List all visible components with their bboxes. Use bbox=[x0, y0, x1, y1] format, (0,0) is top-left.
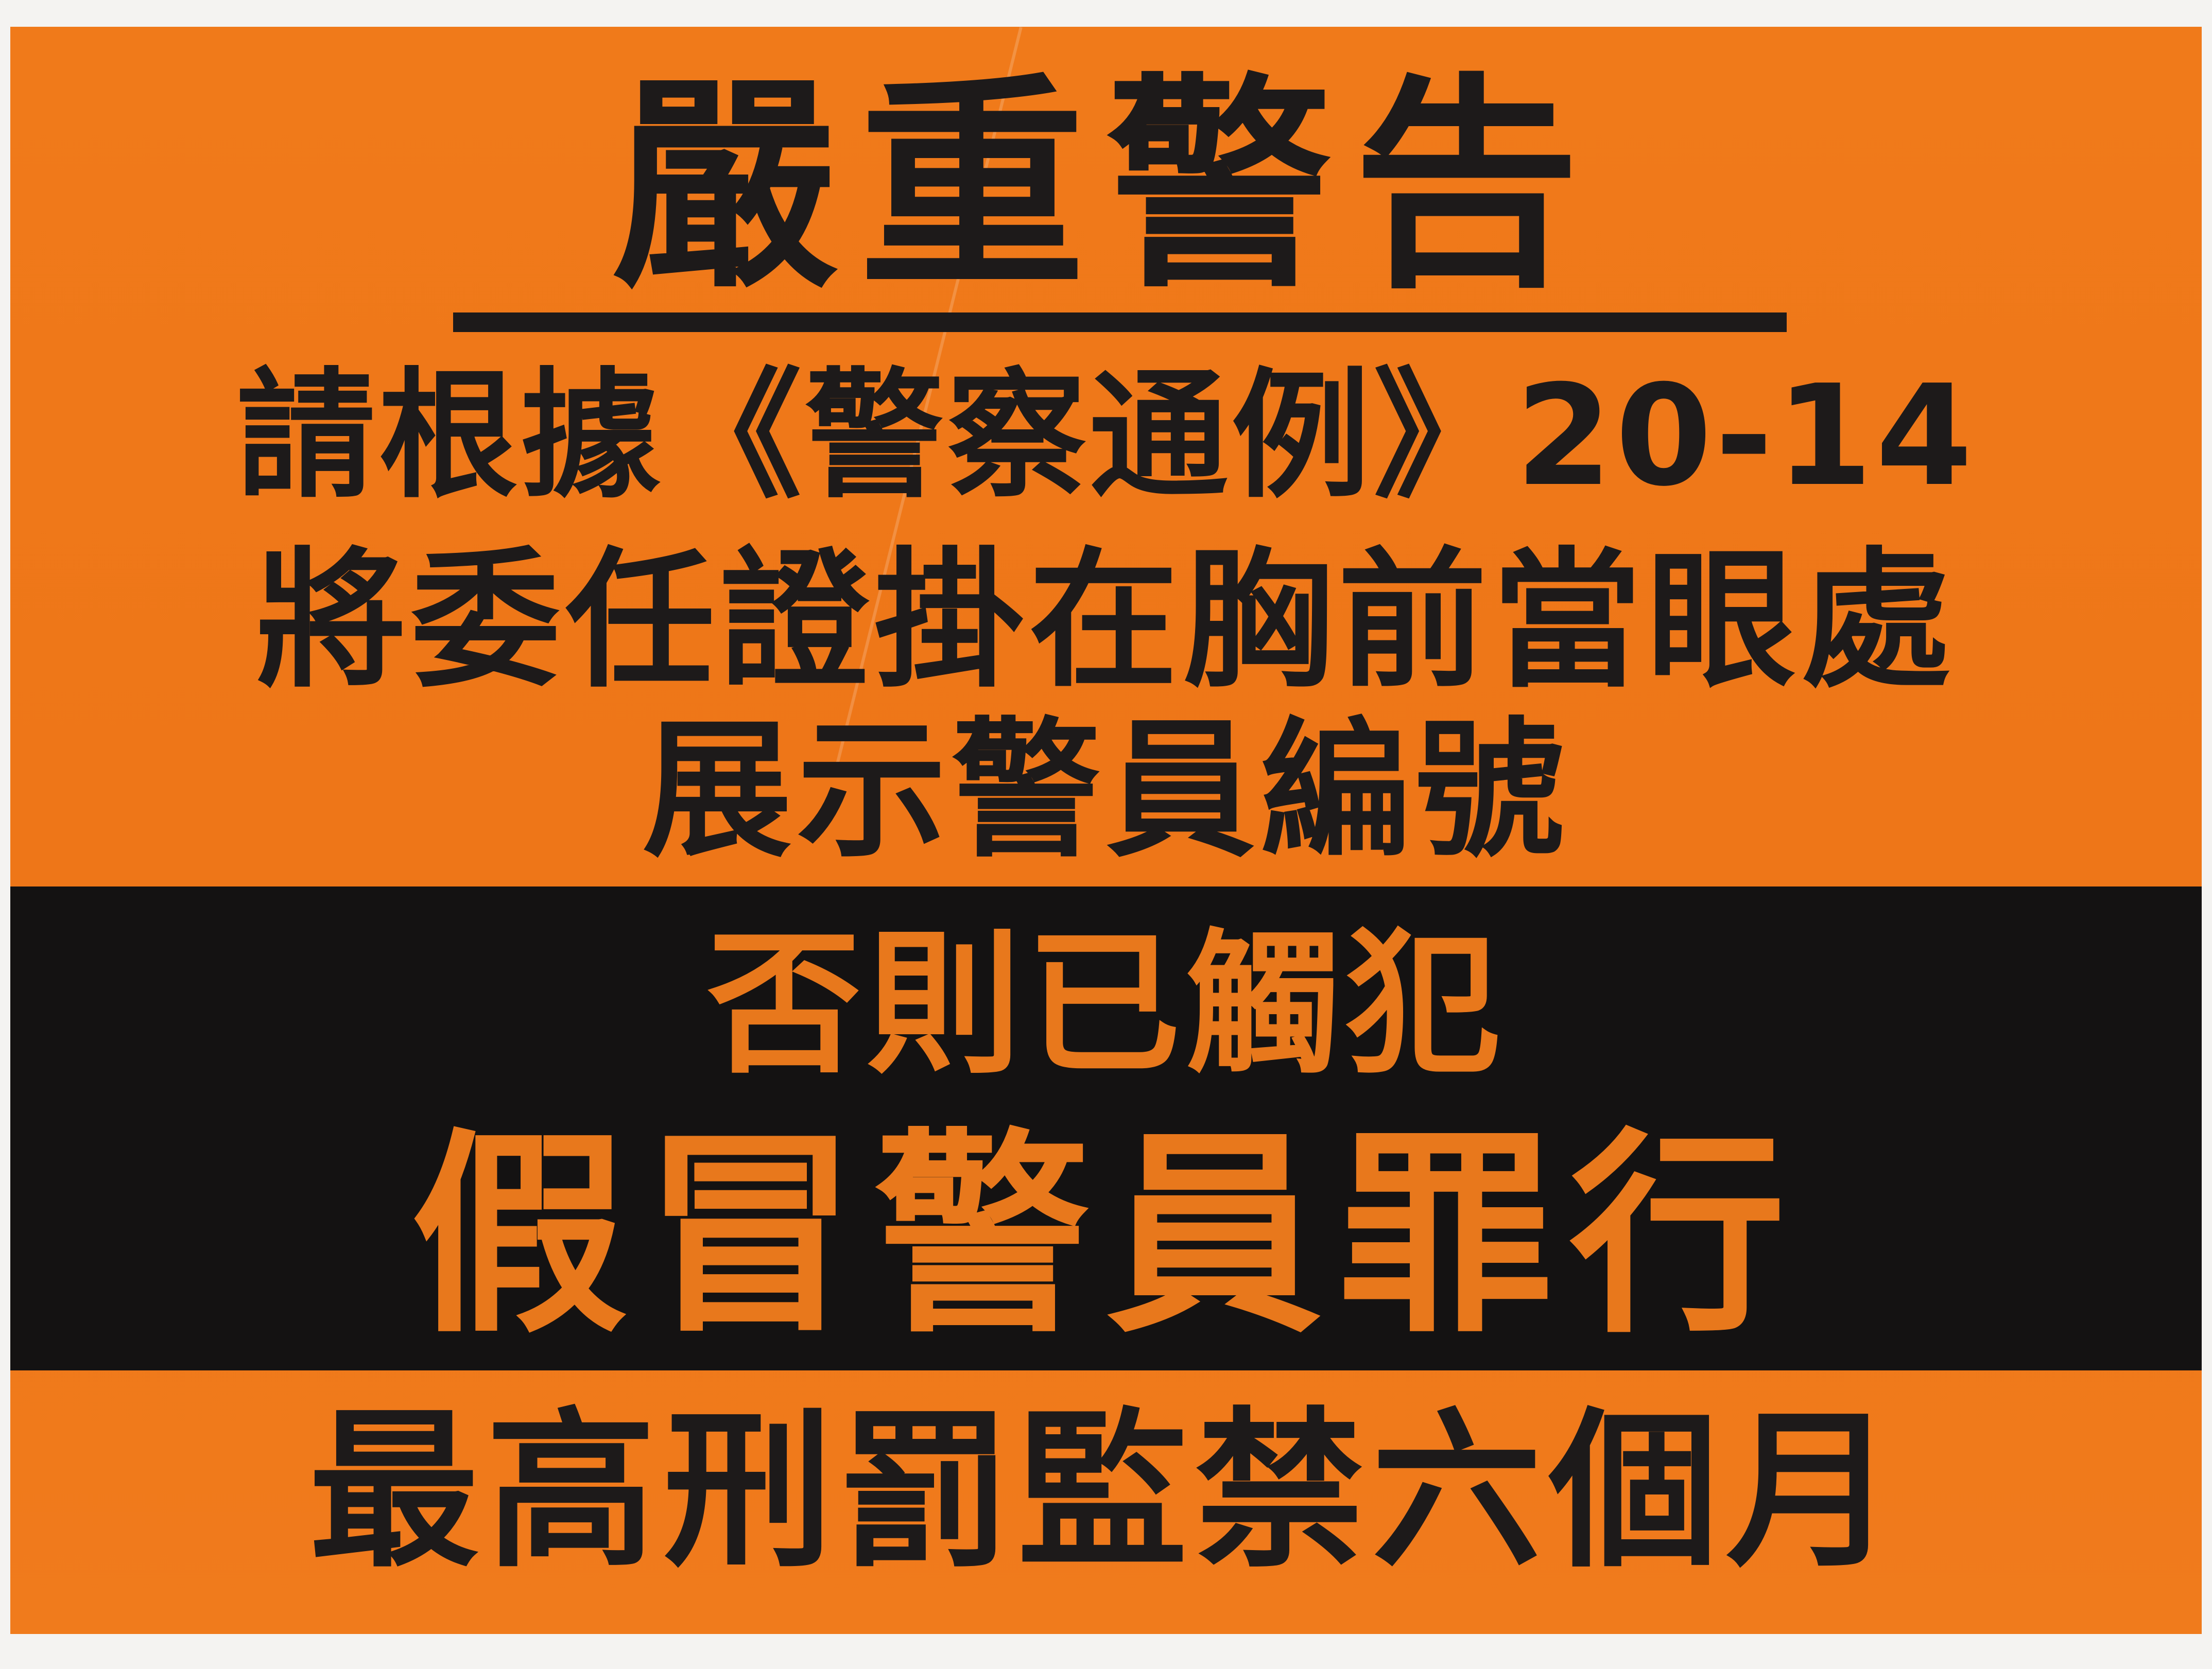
sign-title: 嚴重警告 bbox=[612, 55, 1600, 318]
band-line-otherwise: 否則已觸犯 bbox=[707, 915, 1505, 1094]
display-number-line: 展示警員編號 bbox=[643, 704, 1569, 878]
title-underline bbox=[453, 312, 1787, 332]
warning-band: 否則已觸犯 假冒警員罪行 bbox=[10, 886, 2202, 1370]
band-line-offence: 假冒警員罪行 bbox=[411, 1110, 1801, 1362]
regulation-reference-line: 請根據《警察通例》20-14 bbox=[236, 355, 1976, 517]
warning-sign: 嚴重警告 請根據《警察通例》20-14 將委任證掛在胸前當眼處 展示警員編號 否… bbox=[10, 27, 2202, 1634]
instruction-line: 將委任證掛在胸前當眼處 bbox=[256, 534, 1956, 708]
penalty-line: 最高刑罰監禁六個月 bbox=[309, 1393, 1903, 1590]
